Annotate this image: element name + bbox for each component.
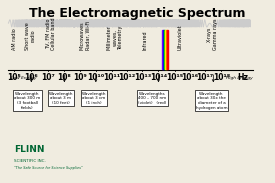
Text: The Electromagnetic Spectrum: The Electromagnetic Spectrum	[29, 7, 246, 20]
Bar	[166, 30, 167, 69]
Text: High Energy: High Energy	[226, 76, 253, 80]
Text: X-rays
Gamma rays: X-rays Gamma rays	[207, 18, 218, 50]
Text: 10⁸: 10⁸	[57, 73, 71, 82]
Text: Short wave
radio: Short wave radio	[25, 22, 36, 50]
Text: FLINN: FLINN	[14, 145, 44, 154]
Text: Wavelength
about 3 m
(10 feet): Wavelength about 3 m (10 feet)	[49, 92, 73, 105]
Text: 10¹¹: 10¹¹	[103, 73, 120, 82]
Text: Microwaves
Radar, Wi-Fi: Microwaves Radar, Wi-Fi	[80, 21, 90, 50]
Text: 10¹⁷: 10¹⁷	[197, 73, 214, 82]
Text: Hz: Hz	[237, 73, 248, 82]
Bar	[163, 30, 164, 69]
Text: Ultraviolet: Ultraviolet	[177, 24, 183, 50]
Text: "The Safe Source for Science Supplies": "The Safe Source for Science Supplies"	[14, 166, 82, 170]
Text: 10⁶: 10⁶	[24, 73, 38, 82]
Text: 10⁹: 10⁹	[73, 73, 87, 82]
Text: Wavelengths
400 – 700 nm
(violet)   (red): Wavelengths 400 – 700 nm (violet) (red)	[138, 92, 166, 105]
Text: 10⁵: 10⁵	[7, 73, 21, 82]
Text: Low Energy: Low Energy	[11, 76, 37, 80]
Text: TV, FM radio
Cellular band: TV, FM radio Cellular band	[46, 17, 56, 50]
Text: Wavelength
about 30x the
diameter of a
hydrogen atom: Wavelength about 30x the diameter of a h…	[196, 92, 227, 110]
Text: Wavelength
about 3 cm
(1 inch): Wavelength about 3 cm (1 inch)	[82, 92, 106, 105]
Text: 10¹²: 10¹²	[118, 73, 135, 82]
Text: 10¹⁴: 10¹⁴	[150, 73, 167, 82]
Text: 10¹⁰: 10¹⁰	[87, 73, 104, 82]
Text: 10⁷: 10⁷	[41, 73, 55, 82]
Text: Wavelength
about 300 m
(3 football
fields): Wavelength about 300 m (3 football field…	[14, 92, 40, 110]
Text: Millimeter
waves,
Telemetry: Millimeter waves, Telemetry	[106, 25, 123, 50]
Bar	[165, 30, 166, 69]
Text: Infrared: Infrared	[142, 30, 147, 50]
Text: 10¹⁸: 10¹⁸	[213, 73, 230, 82]
Text: 10¹⁵: 10¹⁵	[166, 73, 183, 82]
Text: AM radio: AM radio	[12, 28, 17, 50]
Text: 10¹⁶: 10¹⁶	[182, 73, 199, 82]
Bar	[164, 30, 165, 69]
Bar	[162, 30, 163, 69]
Text: SCIENTIFIC INC.: SCIENTIFIC INC.	[14, 159, 46, 163]
Text: 10¹³: 10¹³	[134, 73, 151, 82]
